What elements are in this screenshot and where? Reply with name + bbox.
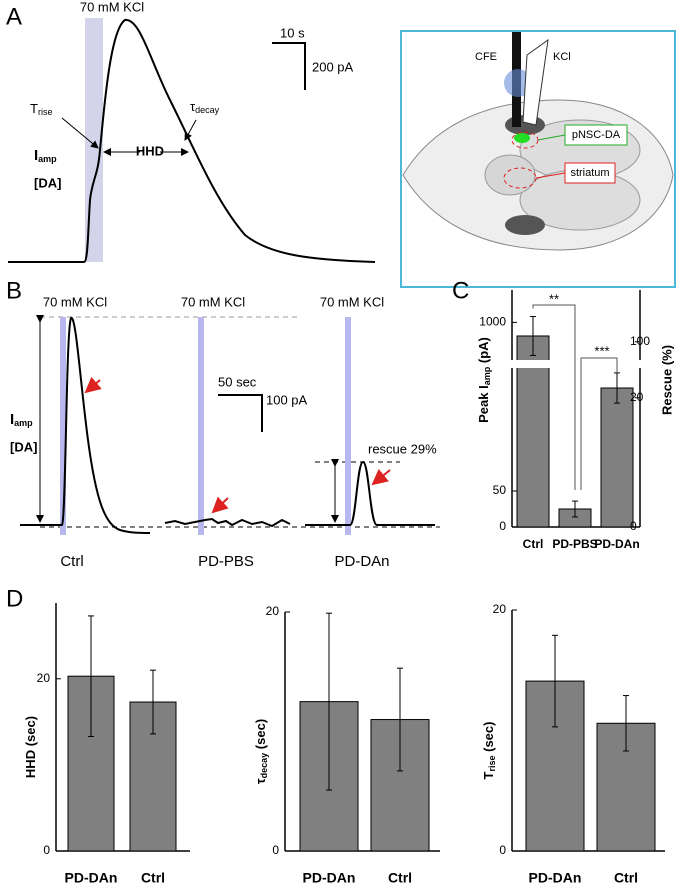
x-tick-label: PD-PBS xyxy=(552,537,597,551)
arrow xyxy=(184,119,197,141)
kcl-label: 70 mM KCl xyxy=(320,294,384,309)
y-tick-label: 0 xyxy=(630,519,637,533)
axis-break xyxy=(637,360,643,368)
y-tick-label: 50 xyxy=(493,483,507,497)
label-part: rise xyxy=(487,756,497,772)
kcl-label: KCl xyxy=(553,51,571,63)
trace xyxy=(20,316,151,534)
y-axis-label: Trise (sec) xyxy=(481,722,497,780)
x-tick-label: Ctrl xyxy=(614,870,638,886)
y2-axis-label: Rescue (%) xyxy=(659,345,674,415)
kcl-label: 70 mM KCl xyxy=(80,0,144,14)
x-tick-label: Ctrl xyxy=(388,870,412,886)
annotation: ** xyxy=(549,291,559,306)
label-part: HHD xyxy=(23,750,38,778)
group-label: PD-DAn xyxy=(334,553,389,570)
graft-label: pNSC-DA xyxy=(572,129,621,141)
y-tick-label: 0 xyxy=(499,843,506,857)
panel-label: C xyxy=(452,277,469,304)
red-arrow xyxy=(84,376,102,394)
t-rise-label: Trise xyxy=(30,101,52,117)
y-tick-label: 0 xyxy=(272,843,279,857)
tau-label: τdecay xyxy=(190,99,220,115)
bar xyxy=(600,387,634,528)
label-part: Peak I xyxy=(476,385,491,423)
y-tick-label: 20 xyxy=(37,671,51,685)
x-tick-label: PD-DAn xyxy=(65,870,118,886)
trace xyxy=(8,19,376,263)
axis-break xyxy=(504,360,648,368)
x-tick-label: PD-DAn xyxy=(529,870,582,886)
hhd-label: HHD xyxy=(136,143,164,158)
scale-time: 10 s xyxy=(280,25,305,40)
x-tick-label: Ctrl xyxy=(523,537,544,551)
group-label: PD-PBS xyxy=(198,553,254,570)
label-part: (pA) xyxy=(476,337,491,367)
label-part: amp xyxy=(482,366,492,385)
label-part: (sec) xyxy=(481,722,496,756)
panel-label: A xyxy=(6,3,22,30)
panel-label: D xyxy=(6,585,23,612)
label-part: (sec) xyxy=(23,716,38,750)
kcl-window xyxy=(345,317,351,535)
y-tick-label: 100 xyxy=(630,334,650,348)
kcl-window xyxy=(198,317,204,535)
da-label: [DA] xyxy=(10,439,37,454)
sig-bracket xyxy=(580,357,618,490)
y-axis-label: Peak Iamp (pA) xyxy=(476,337,492,423)
y-tick-label: 20 xyxy=(630,390,644,404)
arrow xyxy=(61,117,99,149)
scale-time: 50 sec xyxy=(218,374,257,389)
label-part: T xyxy=(481,771,496,779)
red-arrow xyxy=(371,468,391,486)
label-part: decay xyxy=(259,753,269,779)
kcl-label: 70 mM KCl xyxy=(181,294,245,309)
kcl-window xyxy=(60,317,66,535)
x-tick-label: Ctrl xyxy=(141,870,165,886)
trace xyxy=(164,517,291,528)
kcl-label: 70 mM KCl xyxy=(43,294,107,309)
striatum-label: striatum xyxy=(570,167,609,179)
group-label: Ctrl xyxy=(60,553,83,570)
scale-bar xyxy=(218,394,263,432)
trace xyxy=(305,460,435,526)
x-tick-label: PD-DAn xyxy=(594,537,639,551)
annotation: *** xyxy=(594,343,609,358)
x-tick-label: PD-DAn xyxy=(303,870,356,886)
y-tick-label: 0 xyxy=(499,519,506,533)
red-arrow xyxy=(211,496,229,514)
iamp-label: Iamp xyxy=(34,147,57,164)
da-label: [DA] xyxy=(34,175,61,190)
label-part: (sec) xyxy=(253,719,268,753)
scale-current: 100 pA xyxy=(266,392,308,407)
y-axis-label: τdecay (sec) xyxy=(253,719,269,784)
rescue-label: rescue 29% xyxy=(368,441,437,456)
panel-label: B xyxy=(6,277,22,304)
scale-bar xyxy=(272,42,306,90)
label-part: τ xyxy=(253,778,268,784)
y-tick-label: 20 xyxy=(493,602,507,616)
y-axis-label: HHD (sec) xyxy=(23,716,38,778)
mouse-diagram xyxy=(402,32,674,251)
scale-current: 200 pA xyxy=(312,59,354,74)
cfe-label: CFE xyxy=(475,51,497,63)
y-tick-label: 1000 xyxy=(479,315,506,329)
y-tick-label: 0 xyxy=(43,843,50,857)
y-tick-label: 20 xyxy=(266,604,280,618)
sig-bracket xyxy=(532,304,576,490)
iamp-label: Iamp xyxy=(10,411,33,428)
